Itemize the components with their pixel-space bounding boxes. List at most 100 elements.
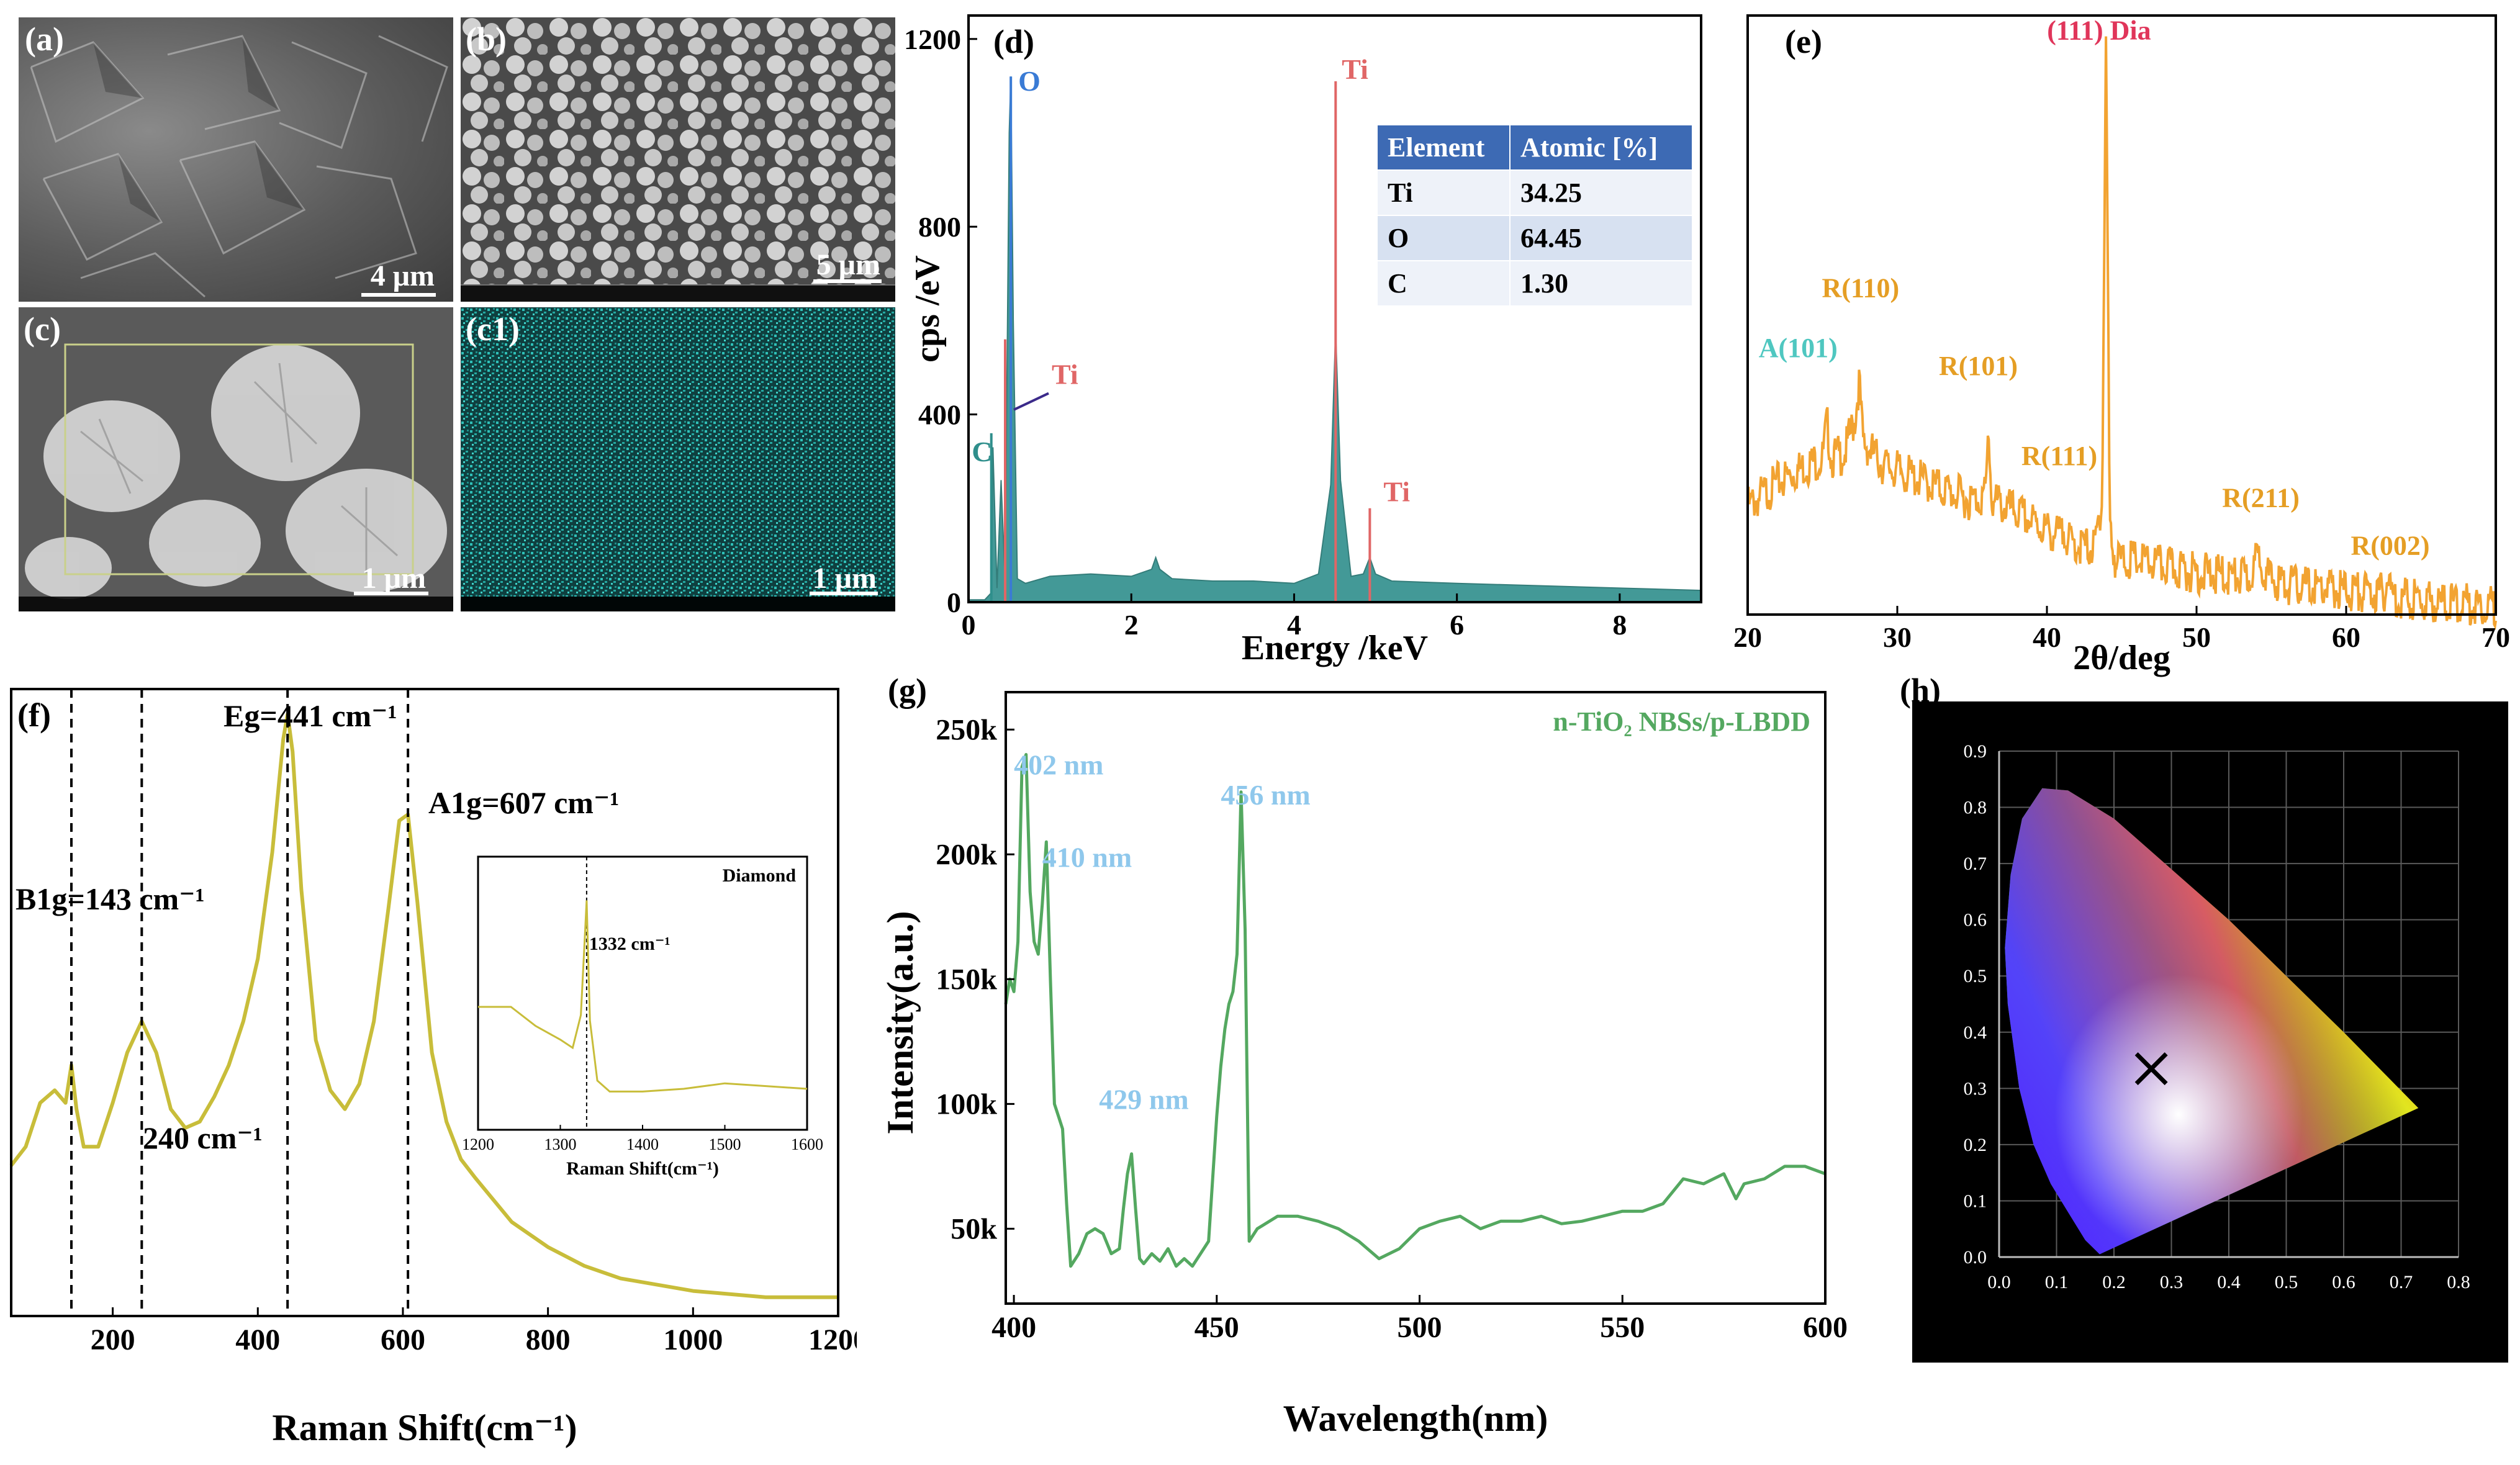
pl-trace xyxy=(1004,753,1826,1268)
xrd-chart: 20 30 40 50 60 70 2θ/deg (e) A(101) R(110) R(101) R… xyxy=(1733,14,2510,677)
sem-image-b: (b) 5 μm xyxy=(461,17,895,302)
sem-c-scale-text: 1 μm xyxy=(361,562,426,595)
cie-x-tick-label: 0.3 xyxy=(2160,1272,2184,1292)
sem-image-a: (a) 4 μm xyxy=(19,17,453,302)
xrd-plot-frame xyxy=(1746,14,2497,616)
cie-x-tick-label: 0.1 xyxy=(2045,1272,2069,1292)
raman-annotation-a1g: A1g=607 cm⁻¹ xyxy=(428,785,619,820)
cie-panel-label: (h) xyxy=(1900,677,1941,709)
eds-peak-label-ti-ka: Ti xyxy=(1342,53,1368,85)
raman-inset-trace xyxy=(478,900,808,1093)
sem-c1-label: (c1) xyxy=(466,310,520,348)
xrd-x-tick-label: 70 xyxy=(2482,621,2510,653)
sem-a-scalebar xyxy=(361,293,436,297)
sem-a-label: (a) xyxy=(25,20,64,58)
sem-c1-texture xyxy=(461,307,895,611)
raman-inset-x-tick-label: 1400 xyxy=(626,1135,659,1153)
eds-peak-label-o: O xyxy=(1018,65,1041,97)
pl-x-tick-label: 550 xyxy=(1600,1311,1645,1344)
eds-plot-frame xyxy=(967,14,1702,603)
pl-peak-annotation: 410 nm xyxy=(1042,841,1132,873)
xrd-x-axis-label: 2θ/deg xyxy=(2073,639,2170,677)
raman-inset-x-tick-label: 1500 xyxy=(709,1135,741,1153)
raman-inset-x-label: Raman Shift(cm⁻¹) xyxy=(566,1158,719,1179)
pl-y-tick-label: 150k xyxy=(936,963,997,996)
raman-plot-frame xyxy=(10,688,839,1317)
eds-table-header-element: Element xyxy=(1376,124,1511,171)
eds-x-tick-label: 8 xyxy=(1612,609,1627,641)
xrd-peak-annotation: R(110) xyxy=(1822,273,1900,304)
xrd-peak-annotation: A(101) xyxy=(1759,333,1838,363)
eds-y-tick-label: 800 xyxy=(918,211,961,243)
cie-y-tick-label: 0.4 xyxy=(1964,1022,1987,1043)
xrd-trace xyxy=(1746,36,2497,631)
sem-a-texture xyxy=(30,35,448,298)
eds-table-cell: Ti xyxy=(1376,169,1511,216)
eds-x-tick-label: 4 xyxy=(1287,609,1301,641)
sem-b-label: (b) xyxy=(466,20,507,58)
table-row: C 1.30 xyxy=(1376,260,1693,307)
raman-inset-x-tick-label: 1600 xyxy=(791,1135,823,1153)
cie-x-tick-label: 0.7 xyxy=(2390,1272,2413,1292)
eds-table-cell: 64.45 xyxy=(1509,215,1693,261)
cie-y-tick-label: 0.6 xyxy=(1964,910,1987,931)
raman-annotation-eg: Eg=441 cm⁻¹ xyxy=(224,698,397,733)
raman-trace xyxy=(9,712,838,1299)
raman-x-tick-label: 1000 xyxy=(663,1323,723,1356)
raman-x-tick-label: 600 xyxy=(381,1323,425,1356)
xrd-x-tick-label: 60 xyxy=(2332,621,2360,653)
pl-chart: 400 450 500 550 600 50k 100k 150k 200k 250k Wavele… xyxy=(880,677,1848,1439)
cie-x-tick-label: 0.0 xyxy=(1987,1272,2011,1292)
cie-y-tick-label: 0.8 xyxy=(1964,798,1987,818)
cie-x-tick-label: 0.6 xyxy=(2332,1272,2355,1292)
eds-y-tick-label: 1200 xyxy=(904,24,961,55)
cie-x-tick-label: 0.5 xyxy=(2275,1272,2298,1292)
cie-x-tick-label: 0.8 xyxy=(2447,1272,2470,1292)
eds-table-container: Element Atomic [%] Ti 34.25 O 64.45 C 1.… xyxy=(1376,124,1693,307)
eds-peak-label-ti-kb: Ti xyxy=(1383,476,1410,507)
cie-y-tick-label: 0.2 xyxy=(1964,1135,1987,1155)
cie-x-tick-label: 0.4 xyxy=(2217,1272,2241,1292)
cie-point-marker xyxy=(2134,1052,2168,1086)
raman-panel-label: (f) xyxy=(17,696,51,734)
eds-y-tick-label: 400 xyxy=(918,399,961,431)
pl-peak-annotation: 429 nm xyxy=(1099,1083,1188,1115)
pl-x-tick-label: 400 xyxy=(991,1311,1036,1344)
sem-c-scalebar xyxy=(354,592,428,595)
eds-x-tick-label: 0 xyxy=(962,609,976,641)
cie-x-tick-label: 0.2 xyxy=(2102,1272,2126,1292)
cie-y-tick-label: 0.9 xyxy=(1964,741,1987,762)
sem-a-scale-text: 4 μm xyxy=(370,259,435,292)
raman-x-tick-label: 400 xyxy=(235,1323,280,1356)
table-row: O 64.45 xyxy=(1376,215,1693,261)
raman-inset-annotation: 1332 cm⁻¹ xyxy=(589,934,671,954)
raman-inset-title: Diamond xyxy=(723,865,797,886)
eds-ti-arrow xyxy=(1013,392,1049,411)
eds-peak-label-c: C xyxy=(972,436,992,467)
xrd-x-tick-label: 40 xyxy=(2033,621,2061,653)
eds-table-cell: O xyxy=(1376,215,1511,261)
xrd-peak-annotation: (111) Dia xyxy=(2047,16,2151,46)
raman-annotation-240: 240 cm⁻¹ xyxy=(143,1120,263,1155)
cie-y-tick-label: 0.3 xyxy=(1964,1078,1987,1099)
pl-peak-annotation: 402 nm xyxy=(1014,749,1103,781)
eds-table-cell: 1.30 xyxy=(1509,260,1693,307)
cie-y-tick-label: 0.0 xyxy=(1964,1247,1987,1268)
sem-c1-scalebar xyxy=(810,592,878,595)
cie-y-tick-label: 0.5 xyxy=(1964,966,1987,986)
eds-table-header-atomic: Atomic [%] xyxy=(1509,124,1693,171)
eds-x-tick-label: 2 xyxy=(1124,609,1139,641)
pl-y-axis-label: Intensity(a.u.) xyxy=(880,911,921,1134)
pl-y-tick-label: 250k xyxy=(936,713,997,746)
pl-x-tick-label: 450 xyxy=(1195,1311,1239,1344)
raman-annotation-b1g: B1g=143 cm⁻¹ xyxy=(16,881,205,916)
pl-peak-annotation: 456 nm xyxy=(1221,779,1310,811)
raman-inset-frame xyxy=(477,855,808,1131)
sem-c1-scale-text: 1 μm xyxy=(812,562,877,595)
xrd-panel-label: (e) xyxy=(1785,23,1822,60)
eds-y-axis-label: cps /eV xyxy=(908,255,947,363)
sem-b-scalebar xyxy=(813,279,882,283)
raman-x-tick-label: 800 xyxy=(526,1323,571,1356)
pl-x-tick-label: 600 xyxy=(1803,1311,1848,1344)
